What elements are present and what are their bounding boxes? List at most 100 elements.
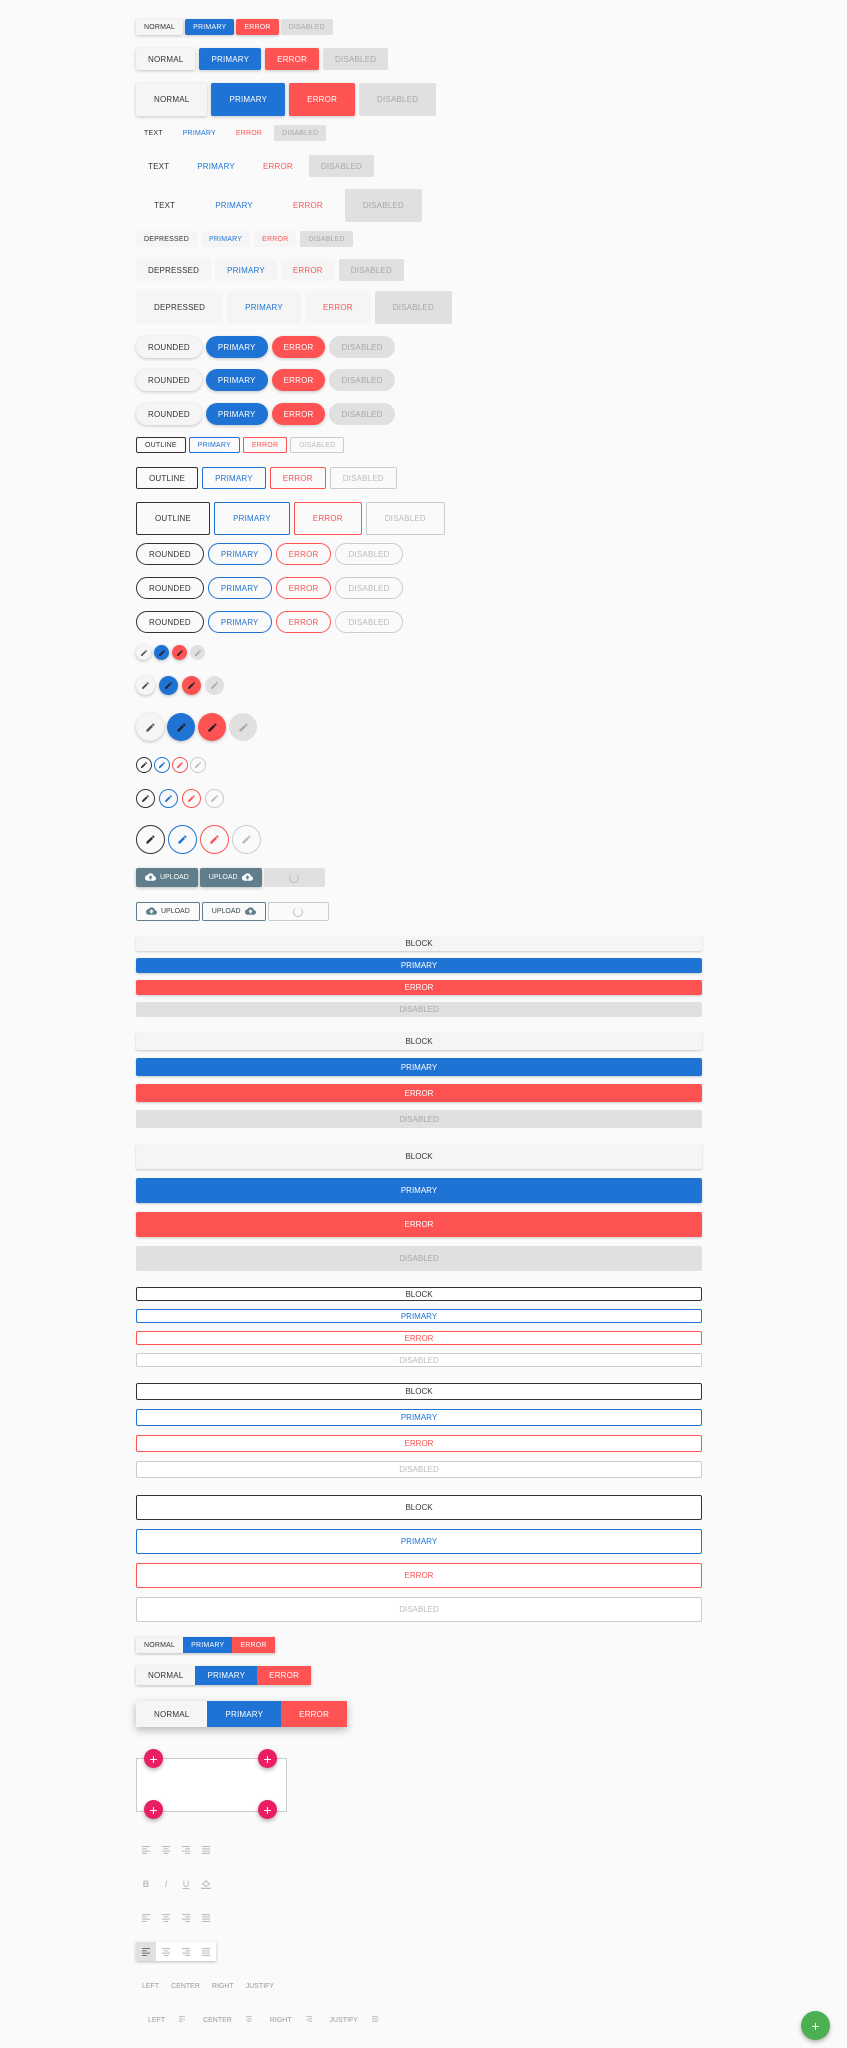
outline-button[interactable]: OUTLINE — [136, 437, 186, 453]
error-button[interactable]: ERROR — [265, 48, 320, 70]
toggle-left[interactable]: LEFT — [142, 1982, 160, 1990]
primary-button[interactable]: PRIMARY — [211, 83, 286, 116]
error-rounded-outline-button[interactable]: ERROR — [275, 577, 332, 599]
error-outline-button[interactable]: ERROR — [293, 502, 362, 535]
error-button[interactable]: ERROR — [281, 1701, 348, 1727]
primary-rounded-button[interactable]: PRIMARY — [205, 403, 268, 425]
error-icon-button[interactable] — [198, 713, 226, 741]
error-text-button[interactable]: ERROR — [235, 129, 263, 137]
color-fill-toggle[interactable] — [196, 1874, 216, 1893]
primary-block-button[interactable]: PRIMARY — [136, 1058, 702, 1076]
block-outline-button[interactable]: BLOCK — [136, 1383, 702, 1400]
error-block-button[interactable]: ERROR — [136, 1084, 702, 1102]
error-button[interactable]: ERROR — [289, 83, 356, 116]
depressed-button[interactable]: DEPRESSED — [136, 291, 224, 324]
italic-toggle[interactable]: I — [156, 1874, 176, 1893]
primary-block-button[interactable]: PRIMARY — [136, 1178, 702, 1203]
primary-rounded-button[interactable]: PRIMARY — [205, 369, 268, 391]
outline-icon-button[interactable] — [136, 789, 155, 808]
text-button[interactable]: TEXT — [144, 129, 163, 137]
primary-outline-button[interactable]: PRIMARY — [214, 502, 290, 535]
block-outline-button[interactable]: BLOCK — [136, 1495, 702, 1520]
error-block-outline-button[interactable]: ERROR — [136, 1331, 702, 1345]
primary-text-button[interactable]: PRIMARY — [182, 129, 216, 137]
error-outline-icon-button[interactable] — [200, 825, 229, 854]
align-center-toggle[interactable] — [156, 1840, 176, 1859]
primary-block-outline-button[interactable]: PRIMARY — [136, 1409, 702, 1426]
primary-rounded-outline-button[interactable]: PRIMARY — [207, 543, 272, 565]
toggle-center[interactable]: CENTER — [171, 1982, 200, 1990]
rounded-button[interactable]: ROUNDED — [136, 336, 202, 358]
rounded-outline-button[interactable]: ROUNDED — [136, 577, 204, 599]
primary-rounded-outline-button[interactable]: PRIMARY — [207, 611, 272, 633]
error-text-button[interactable]: ERROR — [292, 201, 323, 210]
error-block-button[interactable]: ERROR — [136, 980, 702, 995]
error-block-outline-button[interactable]: ERROR — [136, 1435, 702, 1452]
outline-icon-button[interactable] — [136, 825, 165, 854]
align-left-toggle[interactable] — [136, 1942, 156, 1961]
primary-button[interactable]: PRIMARY — [195, 1666, 258, 1685]
error-icon-button[interactable] — [182, 676, 201, 695]
primary-text-button[interactable]: PRIMARY — [215, 201, 253, 210]
primary-rounded-button[interactable]: PRIMARY — [205, 336, 268, 358]
primary-block-outline-button[interactable]: PRIMARY — [136, 1529, 702, 1554]
error-rounded-button[interactable]: ERROR — [271, 369, 326, 391]
primary-icon-button[interactable] — [154, 645, 169, 660]
fixed-fab-button[interactable]: + — [801, 2011, 830, 2040]
icon-button[interactable] — [136, 713, 164, 741]
upload-button-icon-right[interactable]: UPLOAD — [199, 868, 262, 887]
primary-outline-button[interactable]: PRIMARY — [188, 437, 240, 453]
fab-bottom-right[interactable]: + — [258, 1800, 277, 1819]
normal-button[interactable]: NORMAL — [136, 48, 196, 70]
primary-depressed-button[interactable]: PRIMARY — [215, 259, 277, 281]
block-button[interactable]: BLOCK — [136, 936, 702, 951]
error-rounded-button[interactable]: ERROR — [271, 403, 326, 425]
normal-button[interactable]: NORMAL — [136, 1701, 208, 1727]
error-depressed-button[interactable]: ERROR — [280, 259, 335, 281]
error-block-button[interactable]: ERROR — [136, 1212, 702, 1237]
depressed-button[interactable]: DEPRESSED — [136, 259, 212, 281]
block-outline-button[interactable]: BLOCK — [136, 1287, 702, 1301]
error-outline-icon-button[interactable] — [182, 789, 201, 808]
upload-outline-button-icon-left[interactable]: UPLOAD — [136, 902, 200, 921]
rounded-outline-button[interactable]: ROUNDED — [136, 611, 204, 633]
rounded-button[interactable]: ROUNDED — [136, 403, 202, 425]
primary-rounded-outline-button[interactable]: PRIMARY — [207, 577, 272, 599]
primary-depressed-button[interactable]: PRIMARY — [200, 231, 251, 247]
align-justify-toggle[interactable] — [196, 1942, 216, 1961]
normal-button[interactable]: NORMAL — [136, 1637, 184, 1653]
primary-button[interactable]: PRIMARY — [185, 19, 235, 35]
error-outline-icon-button[interactable] — [172, 757, 188, 773]
fab-top-right[interactable]: + — [258, 1749, 277, 1768]
upload-outline-button-icon-right[interactable]: UPLOAD — [201, 902, 266, 921]
error-depressed-button[interactable]: ERROR — [254, 231, 297, 247]
rounded-outline-button[interactable]: ROUNDED — [136, 543, 204, 565]
outline-button[interactable]: OUTLINE — [136, 502, 211, 535]
error-rounded-outline-button[interactable]: ERROR — [275, 611, 332, 633]
align-center-toggle[interactable] — [156, 1942, 176, 1961]
error-block-outline-button[interactable]: ERROR — [136, 1563, 702, 1588]
error-button[interactable]: ERROR — [236, 19, 279, 35]
primary-outline-icon-button[interactable] — [159, 789, 178, 808]
primary-icon-button[interactable] — [159, 676, 178, 695]
toggle-left-with-icon[interactable]: LEFT — [136, 2016, 191, 2024]
align-right-toggle[interactable] — [176, 1908, 196, 1927]
toggle-justify[interactable]: JUSTIFY — [245, 1982, 275, 1990]
primary-block-button[interactable]: PRIMARY — [136, 958, 702, 973]
toggle-center-with-icon[interactable]: CENTER — [191, 2016, 258, 2024]
primary-outline-button[interactable]: PRIMARY — [202, 467, 266, 489]
primary-icon-button[interactable] — [167, 713, 195, 741]
error-outline-button[interactable]: ERROR — [269, 467, 326, 489]
error-depressed-button[interactable]: ERROR — [304, 291, 371, 324]
error-rounded-outline-button[interactable]: ERROR — [275, 543, 332, 565]
block-button[interactable]: BLOCK — [136, 1144, 702, 1169]
outline-button[interactable]: OUTLINE — [136, 467, 199, 489]
align-left-toggle[interactable] — [136, 1840, 156, 1859]
error-button[interactable]: ERROR — [232, 1637, 275, 1653]
toggle-right-with-icon[interactable]: RIGHT — [258, 2016, 318, 2024]
fab-bottom-left[interactable]: + — [144, 1800, 163, 1819]
primary-button[interactable]: PRIMARY — [207, 1701, 282, 1727]
error-icon-button[interactable] — [172, 645, 187, 660]
align-center-toggle[interactable] — [156, 1908, 176, 1927]
toggle-right[interactable]: RIGHT — [211, 1982, 234, 1990]
